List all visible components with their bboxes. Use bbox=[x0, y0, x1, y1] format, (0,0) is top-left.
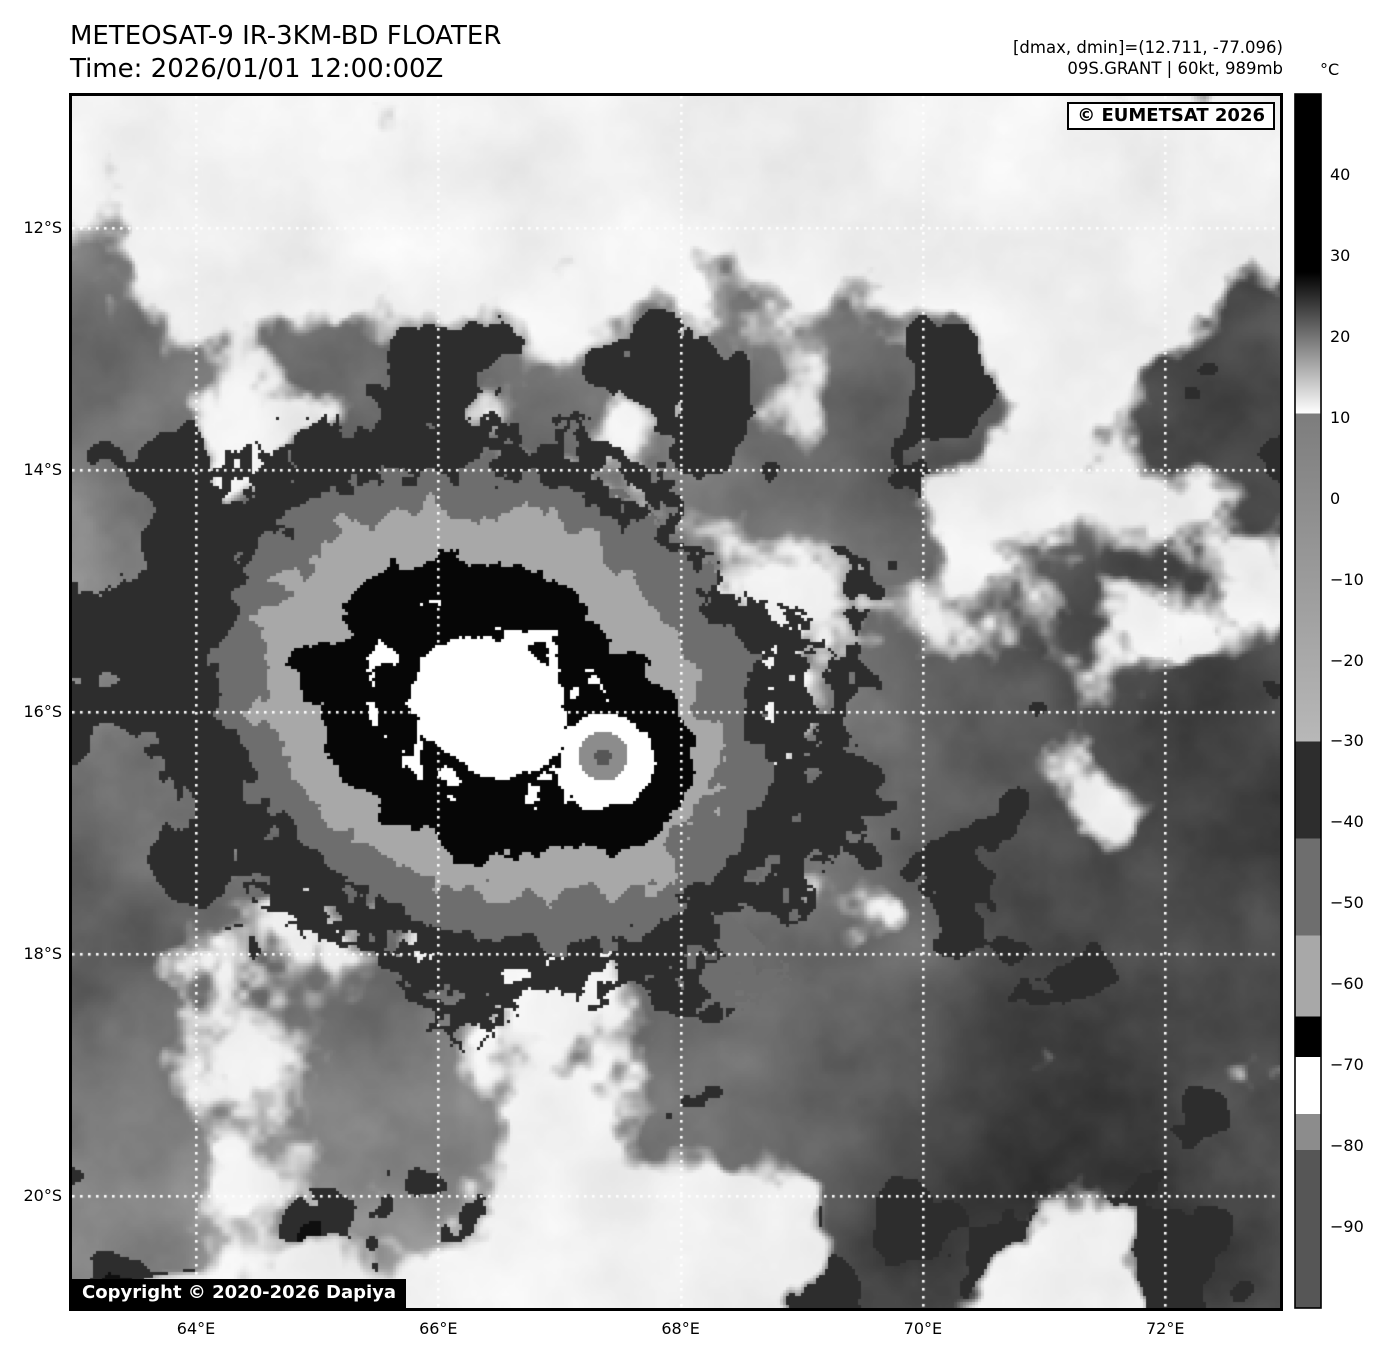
colorbar-tick-label: −10 bbox=[1330, 569, 1364, 589]
storm-intensity-readout: 09S.GRANT | 60kt, 989mb bbox=[1067, 59, 1283, 78]
satellite-image-canvas bbox=[72, 96, 1280, 1308]
colorbar-tick-label: −70 bbox=[1330, 1055, 1364, 1075]
colorbar-tick-label: −30 bbox=[1330, 731, 1364, 751]
colorbar-tick-label: −20 bbox=[1330, 650, 1364, 670]
lat-tick-label: 18°S bbox=[23, 944, 62, 963]
dmax-dmin-readout: [dmax, dmin]=(12.711, -77.096) bbox=[1013, 38, 1283, 57]
colorbar-tick-label: −80 bbox=[1330, 1136, 1364, 1156]
eumetsat-watermark: © EUMETSAT 2026 bbox=[1067, 102, 1275, 130]
colorbar-tick-label: 20 bbox=[1330, 326, 1351, 346]
colorbar-tick-label: −50 bbox=[1330, 893, 1364, 913]
colorbar-tick-label: −40 bbox=[1330, 812, 1364, 832]
lat-tick-label: 14°S bbox=[23, 460, 62, 479]
satellite-map: © EUMETSAT 2026 Copyright © 2020-2026 Da… bbox=[69, 93, 1283, 1311]
colorbar bbox=[1294, 93, 1322, 1309]
lon-tick-label: 64°E bbox=[176, 1319, 216, 1338]
lat-tick-label: 20°S bbox=[23, 1186, 62, 1205]
colorbar-gradient bbox=[1294, 93, 1322, 1309]
colorbar-tick-label: 0 bbox=[1330, 488, 1341, 508]
page-title: METEOSAT-9 IR-3KM-BD FLOATER bbox=[70, 21, 502, 51]
colorbar-tick-label: 30 bbox=[1330, 245, 1351, 265]
lon-tick-label: 66°E bbox=[419, 1319, 458, 1338]
timestamp: Time: 2026/01/01 12:00:00Z bbox=[70, 54, 444, 84]
lon-tick-label: 72°E bbox=[1145, 1319, 1185, 1338]
copyright-badge: Copyright © 2020-2026 Dapiya bbox=[72, 1279, 407, 1308]
annotation-block: [dmax, dmin]=(12.711, -77.096) 09S.GRANT… bbox=[1013, 37, 1283, 79]
title-block: METEOSAT-9 IR-3KM-BD FLOATER Time: 2026/… bbox=[70, 20, 501, 86]
colorbar-tick-label: 10 bbox=[1330, 407, 1351, 427]
colorbar-tick-label: −60 bbox=[1330, 974, 1364, 994]
lat-tick-label: 16°S bbox=[23, 702, 62, 721]
lat-tick-label: 12°S bbox=[23, 218, 62, 237]
colorbar-tick-label: 40 bbox=[1330, 164, 1351, 184]
colorbar-tick-label: −90 bbox=[1330, 1217, 1364, 1237]
lon-tick-label: 70°E bbox=[903, 1319, 943, 1338]
colorbar-unit-label: °C bbox=[1320, 60, 1340, 79]
lon-tick-label: 68°E bbox=[661, 1319, 700, 1338]
